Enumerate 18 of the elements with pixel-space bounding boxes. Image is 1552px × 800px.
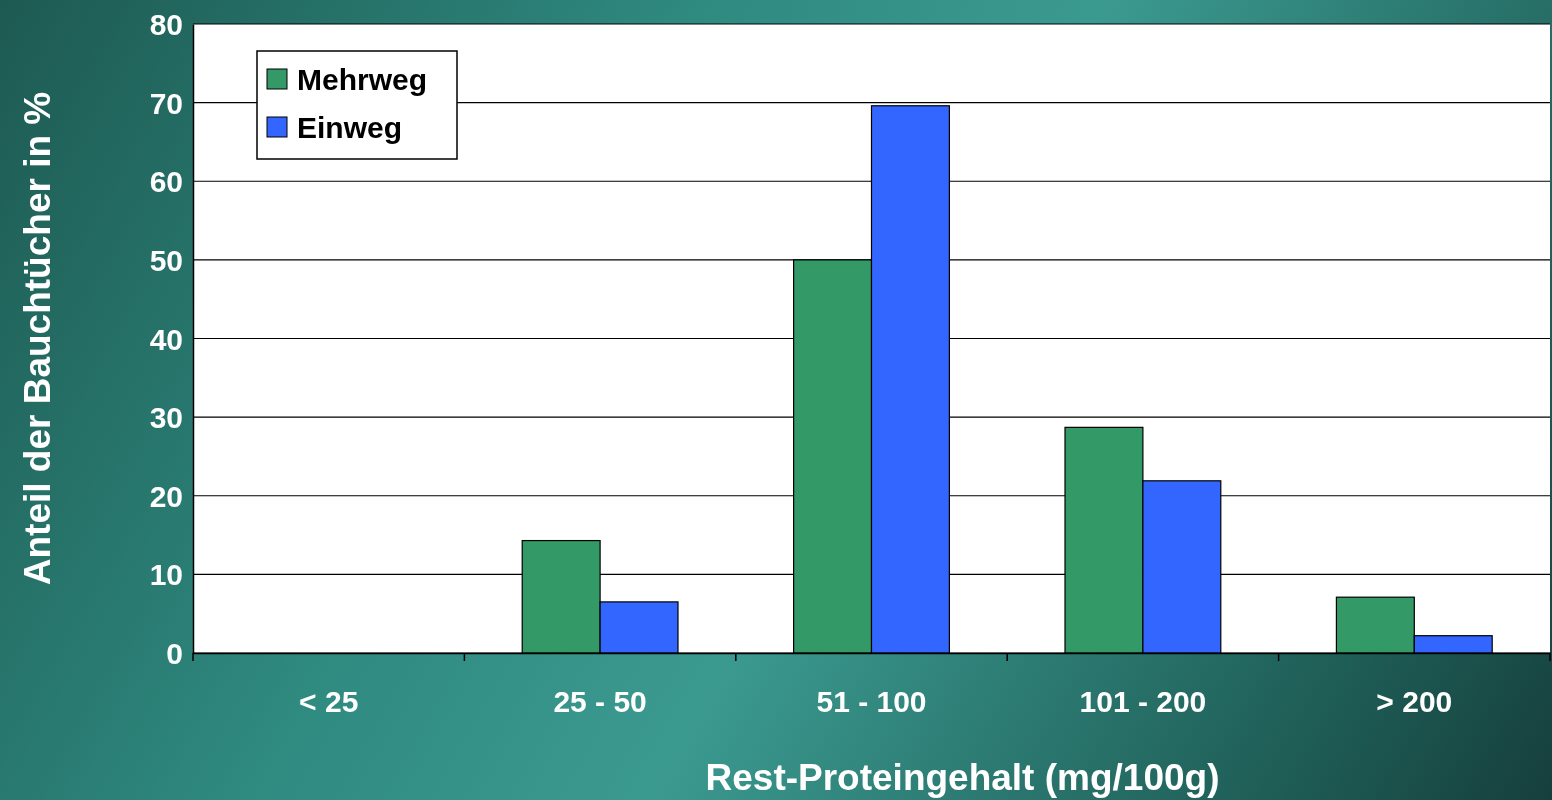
x-tick-label: 101 - 200 bbox=[1079, 685, 1207, 719]
y-tick-label: 80 bbox=[149, 8, 183, 41]
y-tick-label: 50 bbox=[149, 243, 183, 277]
y-tick-label: 30 bbox=[149, 401, 183, 435]
legend-label: Einweg bbox=[297, 110, 403, 144]
x-tick-label: 51 - 100 bbox=[816, 685, 927, 719]
x-tick-label: 25 - 50 bbox=[553, 685, 647, 719]
y-tick-label: 10 bbox=[149, 558, 183, 592]
y-axis-title: Anteil der Bauchtücher in % bbox=[17, 91, 58, 586]
x-axis-title: Rest-Proteingehalt (mg/100g) bbox=[705, 757, 1220, 798]
y-tick-label: 20 bbox=[149, 479, 183, 513]
x-tick-label: > 200 bbox=[1376, 685, 1453, 719]
y-tick-label: 40 bbox=[149, 322, 183, 356]
y-tick-label: 60 bbox=[149, 165, 183, 199]
y-tick-label: 70 bbox=[149, 86, 183, 120]
legend-label: Mehrweg bbox=[297, 62, 428, 96]
y-tick-label: 0 bbox=[166, 637, 183, 670]
x-tick-label: < 25 bbox=[299, 685, 359, 719]
